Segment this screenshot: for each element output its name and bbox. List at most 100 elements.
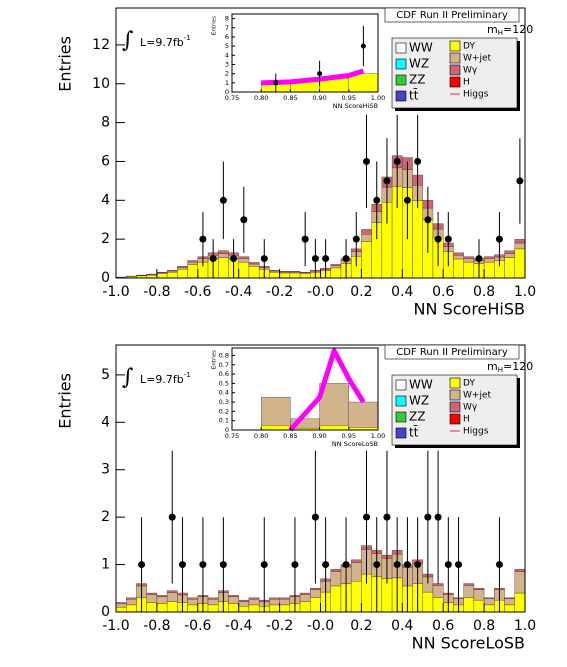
stack-bin [218, 257, 229, 279]
y-tick-label: 0.4 [219, 389, 229, 397]
data-point [434, 513, 442, 521]
stack-bin [514, 248, 526, 279]
data-point [219, 196, 227, 204]
y-tick-label: 0.5 [219, 379, 229, 387]
x-tick-label: 0.80 [254, 432, 268, 440]
stack-bin [504, 253, 515, 258]
data-point [322, 255, 330, 263]
x-tick-label: -0.0 [307, 618, 334, 634]
y-tick-label: 2 [101, 231, 110, 247]
stack-bin [350, 562, 362, 582]
stack-bin [156, 595, 168, 598]
legend-swatch [395, 74, 407, 86]
legend-label: H [463, 415, 470, 425]
data-point [199, 561, 207, 569]
stack-bin [463, 583, 475, 586]
stack-bin [504, 250, 515, 254]
data-point [373, 561, 381, 569]
stack-bin [504, 598, 515, 606]
stack-bin [412, 200, 423, 279]
stack-bin [463, 585, 475, 598]
mass-label: mH=120 [487, 360, 533, 374]
x-tick-label: 0.8 [473, 284, 495, 300]
stack-bin [115, 602, 127, 604]
stack-bin [348, 401, 379, 428]
stack-bin [453, 258, 464, 279]
stack-bin [156, 603, 168, 613]
y-tick-label: 3 [101, 462, 110, 478]
stack-bin [187, 598, 198, 606]
data-point [240, 216, 248, 224]
stack-bin [453, 255, 464, 260]
stack-bin [310, 597, 321, 613]
stack-bin [463, 258, 475, 263]
y-tick-label: 1 [101, 557, 110, 573]
data-point [495, 235, 503, 243]
stack-bin [248, 597, 260, 600]
mass-symbol: m [487, 360, 498, 373]
stack-bin [330, 569, 342, 572]
y-tick-label: 0.2 [219, 407, 229, 415]
y-tick-label: 5 [101, 367, 110, 383]
stack-bin [299, 594, 311, 602]
stack-bin [156, 273, 168, 279]
experiment-box [384, 7, 520, 23]
x-tick-label: 1.0 [514, 284, 536, 300]
y-axis-label: Entries [212, 16, 218, 35]
y-tick-label: 0.7 [219, 361, 229, 369]
x-tick-label: 0.85 [283, 94, 297, 102]
stack-bin [166, 271, 178, 279]
legend-swatch [395, 379, 407, 391]
legend-swatch [395, 427, 407, 439]
stack-bin [514, 592, 526, 613]
legend-swatch [449, 40, 461, 52]
stack-bin [269, 597, 280, 600]
stack-bin [299, 592, 311, 595]
stack-bin [146, 592, 158, 595]
stack-bin [177, 269, 188, 279]
x-axis-label: NN ScoreHiSB [333, 102, 378, 110]
stack-bin [228, 596, 239, 604]
stack-bin [299, 273, 311, 279]
x-axis-label: NN ScoreHiSB [414, 300, 525, 319]
stack-bin [463, 256, 475, 259]
y-tick-label: 0.3 [219, 398, 229, 406]
y-tick-label: 5 [225, 42, 229, 50]
x-tick-label: -0.8 [143, 284, 170, 300]
data-point [475, 255, 483, 263]
stack-bin [319, 383, 350, 426]
data-point [363, 513, 371, 521]
legend-swatch [449, 413, 461, 425]
data-point [342, 255, 350, 263]
legend-swatch [395, 395, 407, 407]
stack-bin [483, 598, 495, 606]
legend-swatch [395, 58, 407, 70]
y-tick-label: 10 [92, 76, 110, 92]
plot-border [231, 13, 379, 93]
x-tick-label: -0.2 [266, 284, 293, 300]
y-axis-label: Entries [56, 36, 75, 92]
data-point [209, 255, 217, 263]
y-tick-label: 8 [225, 15, 229, 23]
stack-bin [238, 258, 250, 263]
stack-bin [187, 264, 198, 279]
data-point [199, 235, 207, 243]
mass-label: mH=120 [487, 23, 533, 37]
legend-swatch [449, 377, 461, 389]
stack-bin [361, 229, 372, 235]
data-point [230, 255, 238, 263]
stack-bin [381, 578, 393, 613]
y-tick-label: 4 [101, 192, 110, 208]
x-tick-label: 0.75 [225, 432, 239, 440]
stack-bin [514, 569, 526, 572]
stack-bin [310, 589, 321, 598]
x-axis-label: NN ScoreLoSB [412, 634, 525, 653]
y-tick-label: 6 [101, 153, 110, 169]
stack-bin [269, 598, 280, 606]
stack-bin [279, 272, 291, 279]
stack-bin [207, 598, 219, 606]
x-tick-label: 0.90 [312, 432, 326, 440]
data-point [322, 561, 330, 569]
data-point [273, 80, 279, 86]
